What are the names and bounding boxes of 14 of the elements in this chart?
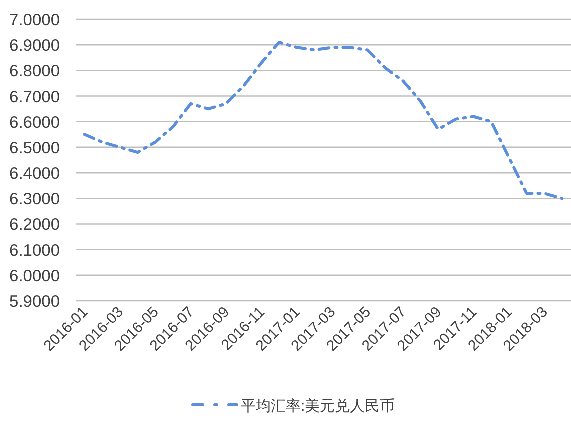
- legend: 平均汇率:美元兑人民币: [192, 398, 396, 415]
- y-tick-label: 6.4000: [10, 165, 60, 184]
- y-tick-label: 6.7000: [10, 88, 60, 106]
- y-tick-label: 6.2000: [10, 216, 60, 234]
- y-tick-label: 5.9000: [10, 293, 60, 311]
- legend-label: 平均汇率:美元兑人民币: [241, 398, 396, 415]
- y-tick-label: 6.0000: [10, 267, 60, 286]
- y-tick-label: 6.3000: [10, 190, 60, 209]
- y-tick-label: 6.9000: [10, 37, 60, 56]
- y-tick-label: 6.8000: [10, 62, 60, 81]
- y-tick-label: 7.0000: [10, 12, 60, 30]
- y-tick-label: 6.6000: [10, 114, 60, 132]
- y-tick-label: 6.5000: [10, 139, 60, 158]
- y-tick-label: 6.1000: [10, 242, 60, 260]
